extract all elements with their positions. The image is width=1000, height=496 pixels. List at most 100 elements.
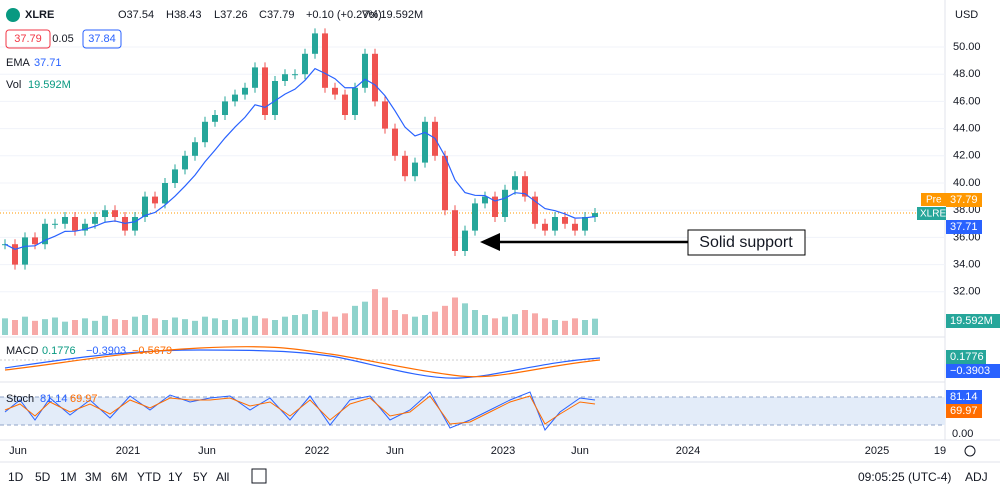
y-tick-label: 48.00 — [953, 68, 981, 80]
signal-tag: −0.3903 — [950, 365, 990, 377]
volume-bar — [162, 320, 168, 335]
candle — [332, 87, 338, 95]
y-tick-label: 42.00 — [953, 150, 981, 162]
volume-bar — [452, 297, 458, 335]
candle — [242, 87, 248, 95]
signal-line — [4, 346, 601, 378]
candle — [422, 121, 428, 163]
candle — [522, 176, 528, 197]
volume-bar — [372, 289, 378, 335]
arrow-head — [480, 233, 500, 251]
adj-toggle[interactable]: ADJ — [965, 470, 988, 484]
candle — [312, 33, 318, 54]
volume-bar — [2, 318, 8, 335]
range-button[interactable]: All — [216, 470, 229, 484]
volume-bar — [272, 320, 278, 335]
candle — [292, 74, 298, 76]
candle — [302, 53, 308, 75]
range-button[interactable]: 5Y — [193, 470, 208, 484]
volume-bar — [152, 318, 158, 335]
annotation-box[interactable] — [687, 229, 806, 256]
range-button[interactable]: 3M — [85, 470, 102, 484]
y-tick-label: 40.00 — [953, 177, 981, 189]
volume-bar — [322, 311, 328, 335]
stoch-k-tag: 81.14 — [950, 391, 978, 403]
volume-bar — [122, 320, 128, 335]
candle — [462, 230, 468, 251]
volume-bar — [472, 310, 478, 335]
range-button[interactable]: YTD — [137, 470, 161, 484]
candle — [12, 244, 18, 265]
candle — [162, 183, 168, 204]
pre-value: 37.79 — [950, 194, 978, 206]
volume-bar — [562, 320, 568, 335]
volume-bar — [12, 320, 18, 335]
candle — [262, 67, 268, 115]
range-button[interactable]: 1Y — [168, 470, 183, 484]
range-button[interactable]: 1M — [60, 470, 77, 484]
range-button[interactable]: 6M — [111, 470, 128, 484]
volume-bar — [282, 316, 288, 335]
volume-bar — [332, 316, 338, 335]
volume-bar — [572, 318, 578, 335]
candle — [572, 223, 578, 231]
volume-bar — [232, 319, 238, 335]
range-button[interactable]: 5D — [35, 470, 51, 484]
volume-bar — [432, 311, 438, 335]
ohlc-volume: Vol 19.592M — [362, 9, 423, 21]
macd-label: MACD — [6, 345, 38, 357]
volume-bar — [52, 317, 58, 335]
vol-value: 19.592M — [28, 79, 71, 91]
bid-box[interactable] — [5, 29, 51, 49]
candle — [372, 53, 378, 102]
candle — [592, 213, 598, 217]
vol-label: Vol — [6, 79, 21, 91]
x-tick-label: 19 — [934, 445, 946, 457]
stoch-d — [4, 395, 596, 425]
volume-bar — [42, 319, 48, 335]
macd-line — [4, 349, 601, 379]
volume-bar — [492, 318, 498, 335]
settings-icon[interactable] — [964, 445, 976, 457]
candle — [412, 162, 418, 177]
volume-bar — [462, 303, 468, 335]
volume-bar — [522, 310, 528, 335]
ema-value: 37.71 — [34, 57, 62, 69]
candle — [32, 237, 38, 245]
candle — [92, 217, 98, 224]
candle — [252, 67, 258, 88]
candle — [202, 121, 208, 143]
ohlc-open: O37.54 — [118, 9, 154, 21]
volume-bar — [102, 315, 108, 335]
symbol-logo — [6, 8, 20, 22]
volume-bar — [412, 316, 418, 335]
candle — [452, 210, 458, 251]
volume-bar — [202, 316, 208, 335]
ask-box[interactable] — [82, 29, 122, 49]
volume-bar — [362, 301, 368, 335]
volume-bar — [242, 317, 248, 335]
volume-tag: 19.592M — [950, 315, 993, 327]
volume-bar — [92, 320, 98, 335]
range-button[interactable]: 1D — [8, 470, 24, 484]
x-tick-label: Jun — [198, 445, 216, 457]
candle — [562, 217, 568, 224]
symbol[interactable]: XLRE — [25, 9, 54, 21]
stoch-k-value: 81.14 — [40, 393, 68, 405]
ohlc-close: C37.79 — [259, 9, 294, 21]
candle — [22, 237, 28, 265]
volume-bar — [402, 314, 408, 335]
candle — [352, 87, 358, 115]
y-tick-label: 44.00 — [953, 123, 981, 135]
currency[interactable]: USD — [955, 9, 978, 21]
volume-bar — [192, 320, 198, 335]
candle — [482, 196, 488, 204]
candle — [172, 169, 178, 183]
date-range-icon[interactable] — [251, 468, 267, 484]
candle — [492, 196, 498, 217]
candle — [552, 217, 558, 231]
macd-value: 0.1776 — [42, 345, 76, 357]
candle — [52, 223, 58, 225]
